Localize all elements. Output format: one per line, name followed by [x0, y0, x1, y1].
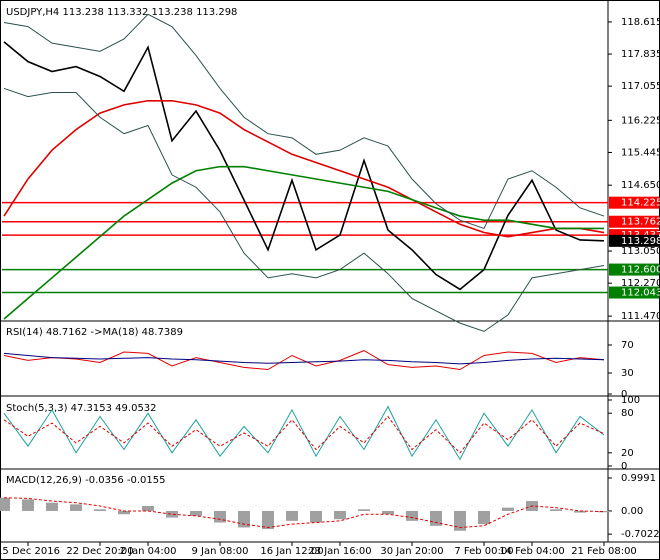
x-tick-label: 23 Jan 16:00	[308, 546, 371, 557]
histogram-bar	[478, 510, 490, 525]
y-tick-label: 111.470	[621, 311, 660, 322]
y-tick-label: 80	[621, 408, 634, 419]
y-tick-label: 0.00	[621, 506, 643, 517]
series-line	[3, 13, 605, 230]
histogram-bar	[0, 497, 10, 511]
histogram-bar	[574, 510, 586, 513]
y-tick-label: 118.615	[621, 17, 660, 28]
histogram-bar	[358, 509, 370, 511]
y-tick-label: 0	[621, 461, 627, 472]
y-tick-label: 114.650	[621, 180, 660, 191]
panel-title: MACD(12,26,9) -0.0356 -0.0155	[6, 475, 166, 486]
level-label: 112.600	[621, 265, 660, 276]
x-tick-label: 14 Feb 04:00	[499, 546, 565, 557]
x-tick-label: 30 Jan 20:00	[380, 546, 443, 557]
x-tick-label: 15 Dec 2016	[0, 546, 60, 557]
y-tick-label: -0.7022	[621, 529, 660, 540]
y-tick-label: 112.270	[621, 278, 660, 289]
x-tick-label: 16 Jan 12:00	[260, 546, 323, 557]
x-tick-label: 9 Jan 08:00	[192, 546, 249, 557]
histogram-bar	[406, 510, 418, 521]
histogram-bar	[214, 510, 226, 523]
histogram-bar	[334, 510, 346, 520]
histogram-bar	[454, 510, 466, 531]
histogram-bar	[166, 510, 178, 518]
level-label: 114.225	[621, 198, 660, 209]
y-tick-label: 117.835	[621, 49, 660, 60]
series-line	[3, 165, 604, 320]
histogram-bar	[238, 510, 250, 528]
level-tag	[609, 215, 659, 228]
histogram-bar	[142, 506, 154, 511]
y-tick-label: 70	[621, 340, 634, 351]
level-label: 112.043	[621, 288, 660, 299]
histogram-bar	[46, 502, 58, 511]
y-tick-label: 115.445	[621, 147, 660, 158]
y-tick-label: 116.225	[621, 115, 660, 126]
level-tag	[609, 196, 659, 209]
panel-title: Stoch(5,3,3) 47.3153 49.0532	[6, 403, 157, 414]
level-label: 113.762	[621, 217, 660, 228]
x-tick-label: 2 Jan 04:00	[120, 546, 177, 557]
y-tick-label: 100	[621, 395, 640, 406]
y-tick-label: 30	[621, 368, 634, 379]
panel-title: RSI(14) 48.7162 ->MA(18) 48.7389	[6, 327, 183, 338]
histogram-bar	[286, 510, 298, 521]
last-price-tag	[609, 234, 659, 247]
level-tag	[609, 286, 659, 299]
x-tick-label: 21 Feb 08:00	[571, 546, 637, 557]
histogram-bar	[190, 510, 202, 516]
y-tick-label: 113.050	[621, 246, 660, 257]
histogram-bar	[550, 509, 562, 511]
histogram-bar	[430, 510, 442, 526]
histogram-bar	[262, 510, 274, 530]
histogram-bar	[118, 510, 130, 515]
histogram-bar	[502, 507, 514, 511]
x-tick-label: 7 Feb 00:00	[454, 546, 513, 557]
histogram-bar	[598, 510, 610, 513]
histogram-bar	[310, 510, 322, 523]
histogram-bar	[382, 510, 394, 515]
histogram-bar	[22, 499, 34, 511]
series-line	[3, 99, 605, 238]
y-tick-label: 0.9991	[621, 473, 656, 484]
series-line	[3, 41, 605, 291]
series-line	[3, 405, 605, 461]
series-line	[3, 415, 605, 454]
level-tag	[609, 263, 659, 276]
y-tick-label: 20	[621, 448, 634, 459]
series-line	[3, 497, 605, 528]
histogram-bar	[94, 509, 106, 511]
histogram-bar	[70, 504, 82, 511]
series-line	[3, 350, 605, 371]
series-line	[3, 352, 605, 365]
panel-title: USDJPY,H4 113.238 113.332 113.238 113.29…	[6, 7, 237, 18]
y-tick-label: 0	[621, 389, 627, 400]
last-price-label: 113.298	[621, 236, 660, 247]
series-line	[3, 87, 605, 332]
y-tick-label: 117.055	[621, 81, 660, 92]
x-tick-label: 22 Dec 20:00	[66, 546, 133, 557]
